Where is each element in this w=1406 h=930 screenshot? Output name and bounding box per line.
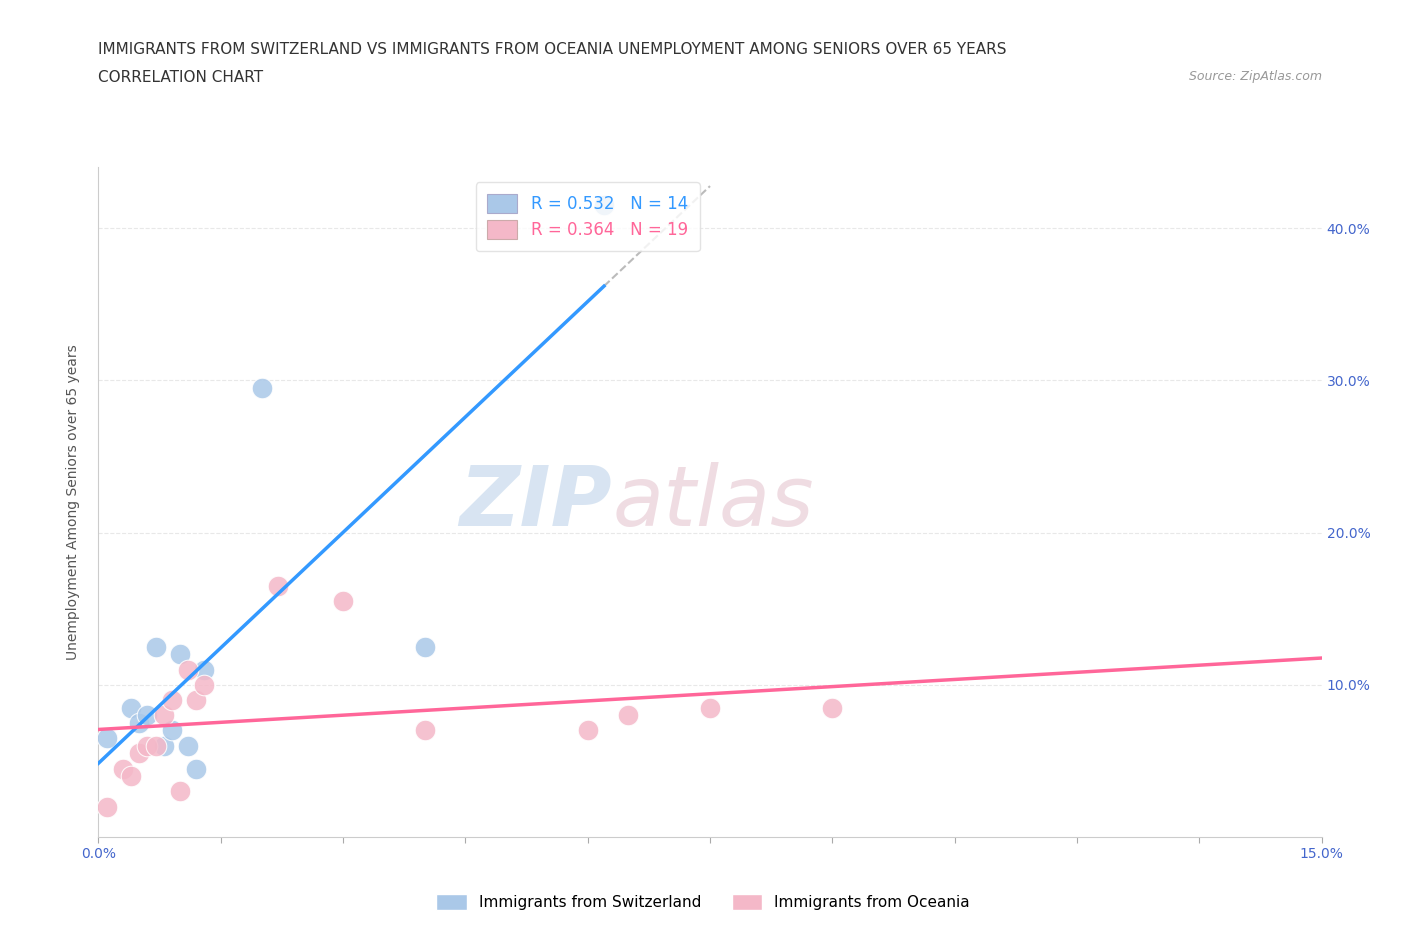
- Point: [160, 693, 183, 708]
- Point: [169, 784, 191, 799]
- Point: [576, 723, 599, 737]
- Point: [136, 738, 159, 753]
- Point: [111, 761, 134, 776]
- Legend: Immigrants from Switzerland, Immigrants from Oceania: Immigrants from Switzerland, Immigrants …: [429, 886, 977, 918]
- Point: [152, 708, 174, 723]
- Point: [413, 639, 436, 654]
- Point: [593, 198, 616, 213]
- Point: [699, 700, 721, 715]
- Legend: R = 0.532   N = 14, R = 0.364   N = 19: R = 0.532 N = 14, R = 0.364 N = 19: [475, 182, 700, 251]
- Point: [120, 700, 142, 715]
- Point: [193, 662, 215, 677]
- Text: CORRELATION CHART: CORRELATION CHART: [98, 70, 263, 85]
- Point: [145, 639, 167, 654]
- Text: Source: ZipAtlas.com: Source: ZipAtlas.com: [1188, 70, 1322, 83]
- Point: [160, 723, 183, 737]
- Point: [152, 738, 174, 753]
- Point: [128, 746, 150, 761]
- Text: atlas: atlas: [612, 461, 814, 543]
- Point: [821, 700, 844, 715]
- Point: [413, 723, 436, 737]
- Y-axis label: Unemployment Among Seniors over 65 years: Unemployment Among Seniors over 65 years: [66, 344, 80, 660]
- Point: [177, 662, 200, 677]
- Point: [96, 731, 118, 746]
- Point: [96, 799, 118, 814]
- Point: [250, 380, 273, 395]
- Point: [617, 708, 640, 723]
- Point: [193, 677, 215, 692]
- Text: IMMIGRANTS FROM SWITZERLAND VS IMMIGRANTS FROM OCEANIA UNEMPLOYMENT AMONG SENIOR: IMMIGRANTS FROM SWITZERLAND VS IMMIGRANT…: [98, 42, 1007, 57]
- Point: [267, 578, 290, 593]
- Point: [120, 769, 142, 784]
- Point: [186, 693, 208, 708]
- Point: [332, 593, 354, 608]
- Point: [169, 647, 191, 662]
- Point: [145, 738, 167, 753]
- Text: ZIP: ZIP: [460, 461, 612, 543]
- Point: [128, 715, 150, 730]
- Point: [136, 708, 159, 723]
- Point: [186, 761, 208, 776]
- Point: [177, 738, 200, 753]
